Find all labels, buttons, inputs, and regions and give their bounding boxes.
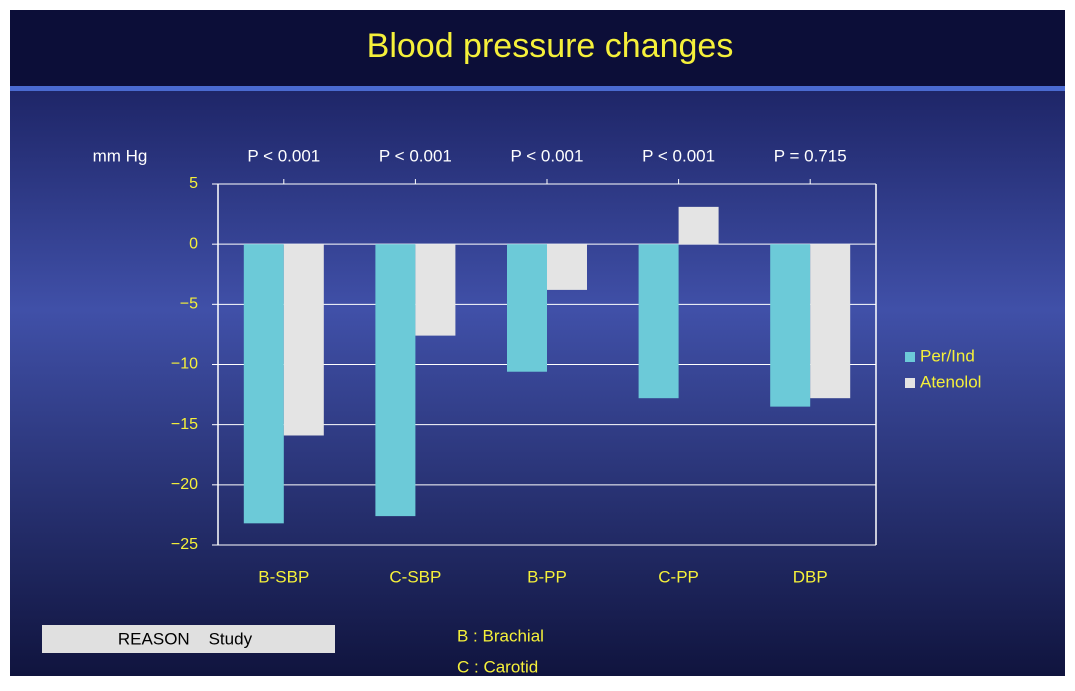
footnote: C : Carotid: [457, 657, 538, 676]
y-tick-label: −20: [171, 476, 198, 493]
title-rule: [10, 86, 1065, 91]
y-axis-label: mm Hg: [93, 146, 148, 165]
legend-swatch: [905, 352, 915, 362]
p-value-label: P < 0.001: [247, 146, 320, 165]
x-tick-label: B-PP: [527, 567, 567, 586]
footnote: B : Brachial: [457, 626, 544, 645]
bar: [243, 244, 284, 524]
study-label: REASON Study: [118, 629, 253, 648]
p-value-label: P < 0.001: [511, 146, 584, 165]
y-tick-label: −10: [171, 356, 198, 373]
legend-swatch: [905, 378, 915, 388]
y-tick-label: −15: [171, 416, 198, 433]
p-value-label: P = 0.715: [774, 146, 847, 165]
y-tick-label: 0: [189, 235, 198, 252]
y-tick-label: −25: [171, 536, 198, 553]
bar: [678, 206, 719, 245]
chart-title: Blood pressure changes: [367, 27, 734, 65]
x-tick-label: DBP: [793, 567, 828, 586]
legend-label: Per/Ind: [920, 346, 975, 365]
p-value-label: P < 0.001: [642, 146, 715, 165]
bar: [415, 244, 456, 336]
bar: [507, 244, 547, 372]
bar: [638, 244, 679, 399]
bar: [375, 244, 416, 517]
bar: [547, 244, 587, 290]
p-value-label: P < 0.001: [379, 146, 452, 165]
x-tick-label: C-PP: [658, 567, 699, 586]
study-box: [42, 625, 335, 653]
bar: [770, 244, 811, 407]
bar: [283, 244, 324, 436]
legend-label: Atenolol: [920, 372, 981, 391]
x-tick-label: B-SBP: [258, 567, 309, 586]
y-tick-label: 5: [189, 175, 198, 192]
title-band: [10, 10, 1065, 88]
y-tick-label: −5: [180, 296, 198, 313]
bar: [810, 244, 851, 399]
x-tick-label: C-SBP: [389, 567, 441, 586]
